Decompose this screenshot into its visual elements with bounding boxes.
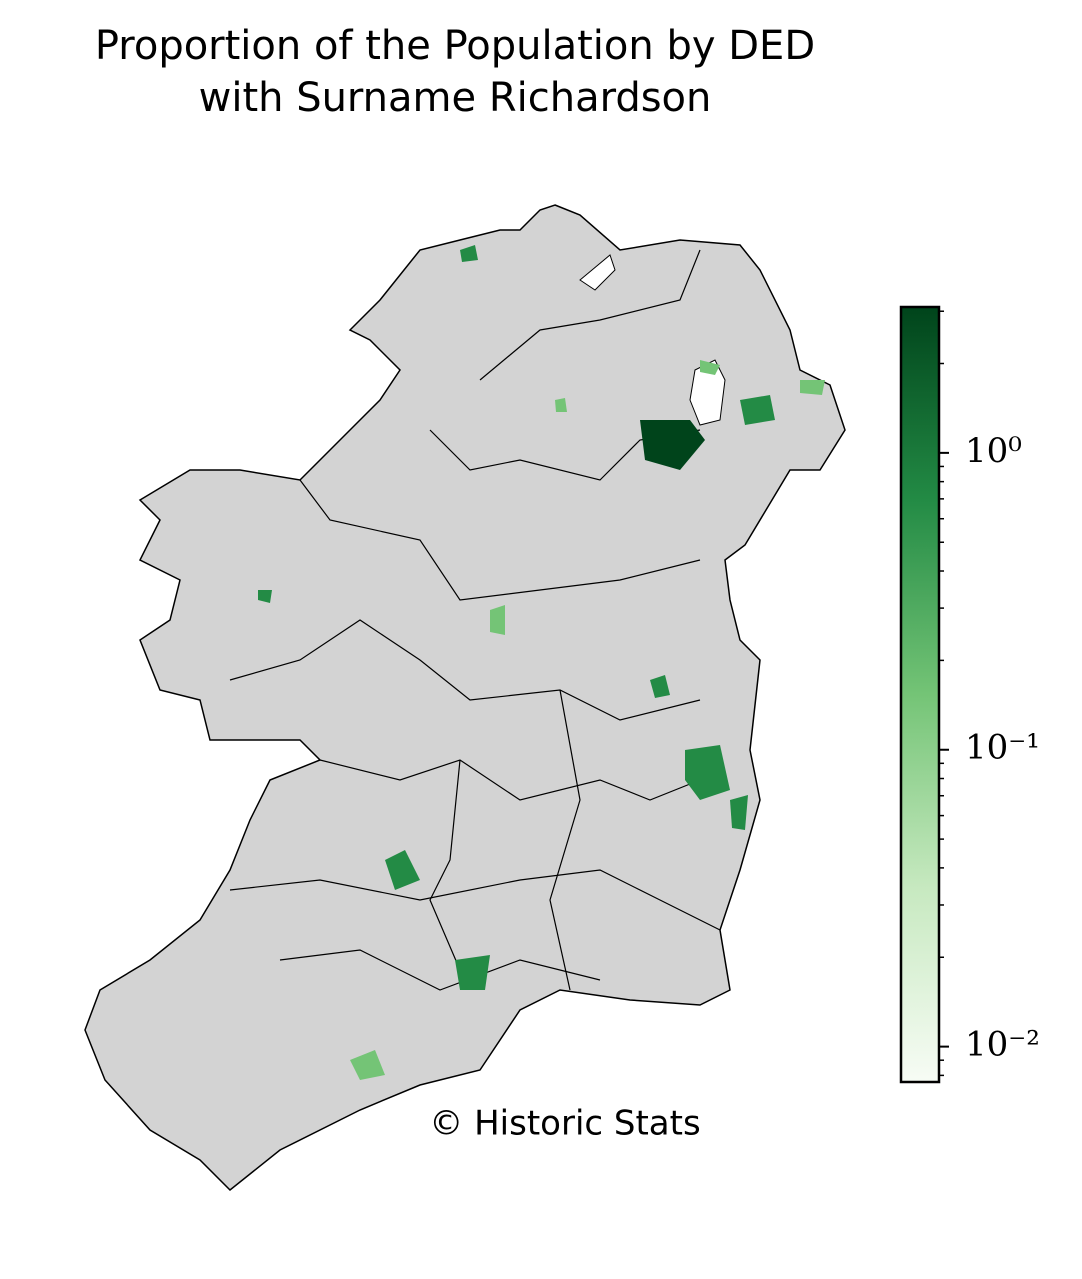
- area: [650, 675, 670, 698]
- area: [685, 745, 730, 800]
- border: [279, 949, 601, 991]
- area: [460, 245, 478, 262]
- area: [730, 795, 748, 830]
- area: [490, 605, 505, 635]
- tick-label: 10⁻¹: [965, 728, 1040, 768]
- area: [800, 380, 825, 395]
- island-outline: [84, 204, 846, 1192]
- border: [299, 479, 701, 601]
- border: [229, 869, 721, 931]
- county-borders: [229, 249, 721, 991]
- area: [555, 398, 567, 412]
- area: [640, 420, 705, 470]
- area: [740, 395, 775, 425]
- title-line: with Surname Richardson: [199, 75, 712, 121]
- credit: © Historic Stats: [429, 1104, 700, 1144]
- border: [549, 689, 581, 991]
- border: [479, 249, 701, 381]
- lough: [579, 254, 616, 291]
- border: [429, 759, 461, 971]
- area: [350, 1050, 385, 1080]
- area: [385, 850, 420, 890]
- border: [229, 619, 701, 721]
- area: [700, 360, 720, 375]
- area: [258, 590, 272, 603]
- title-line: Proportion of the Population by DED: [95, 23, 815, 69]
- highlighted-areas: [258, 245, 825, 1080]
- tick-label: 10⁻²: [965, 1025, 1040, 1065]
- map: [84, 204, 846, 1192]
- colorbar: [899, 305, 941, 1084]
- border: [319, 759, 701, 801]
- area: [455, 955, 490, 990]
- tick-label: 10⁰: [965, 431, 1022, 471]
- lough: [689, 359, 726, 426]
